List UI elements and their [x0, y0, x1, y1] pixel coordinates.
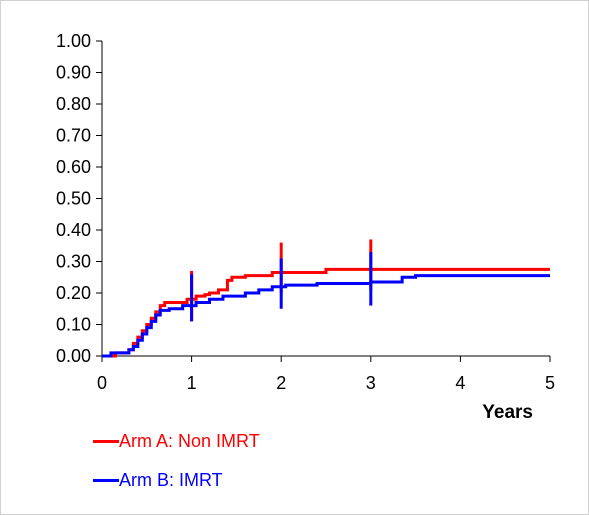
x-tick-label: 1	[187, 373, 197, 393]
y-tick-label: 1.00	[56, 31, 91, 51]
series-line-arm-b	[102, 274, 550, 358]
legend-swatch-arm-b	[93, 478, 119, 482]
y-tick-label: 0.20	[56, 283, 91, 303]
x-axis-title: Years	[482, 402, 533, 423]
x-tick-label: 0	[97, 373, 107, 393]
legend-label-arm-b: Arm B: IMRT	[119, 469, 223, 490]
y-tick-label: 0.90	[56, 63, 91, 83]
x-tick-label: 3	[366, 373, 376, 393]
legend-label-arm-a: Arm A: Non IMRT	[119, 430, 260, 451]
y-tick-label: 0.60	[56, 157, 91, 177]
legend-swatch-arm-a	[93, 439, 119, 443]
y-tick-label: 0.30	[56, 252, 91, 272]
y-tick-label: 0.50	[56, 189, 91, 209]
legend-item-arm-a: Arm A: Non IMRT	[93, 429, 260, 453]
legend-item-arm-b: Arm B: IMRT	[93, 468, 223, 492]
x-tick-label: 4	[455, 373, 465, 393]
x-tick-label: 2	[276, 373, 286, 393]
y-tick-label: 0.00	[56, 346, 91, 366]
y-tick-label: 0.10	[56, 315, 91, 335]
y-tick-label: 0.70	[56, 126, 91, 146]
y-tick-label: 0.80	[56, 94, 91, 114]
y-tick-label: 0.40	[56, 220, 91, 240]
x-tick-label: 5	[545, 373, 555, 393]
